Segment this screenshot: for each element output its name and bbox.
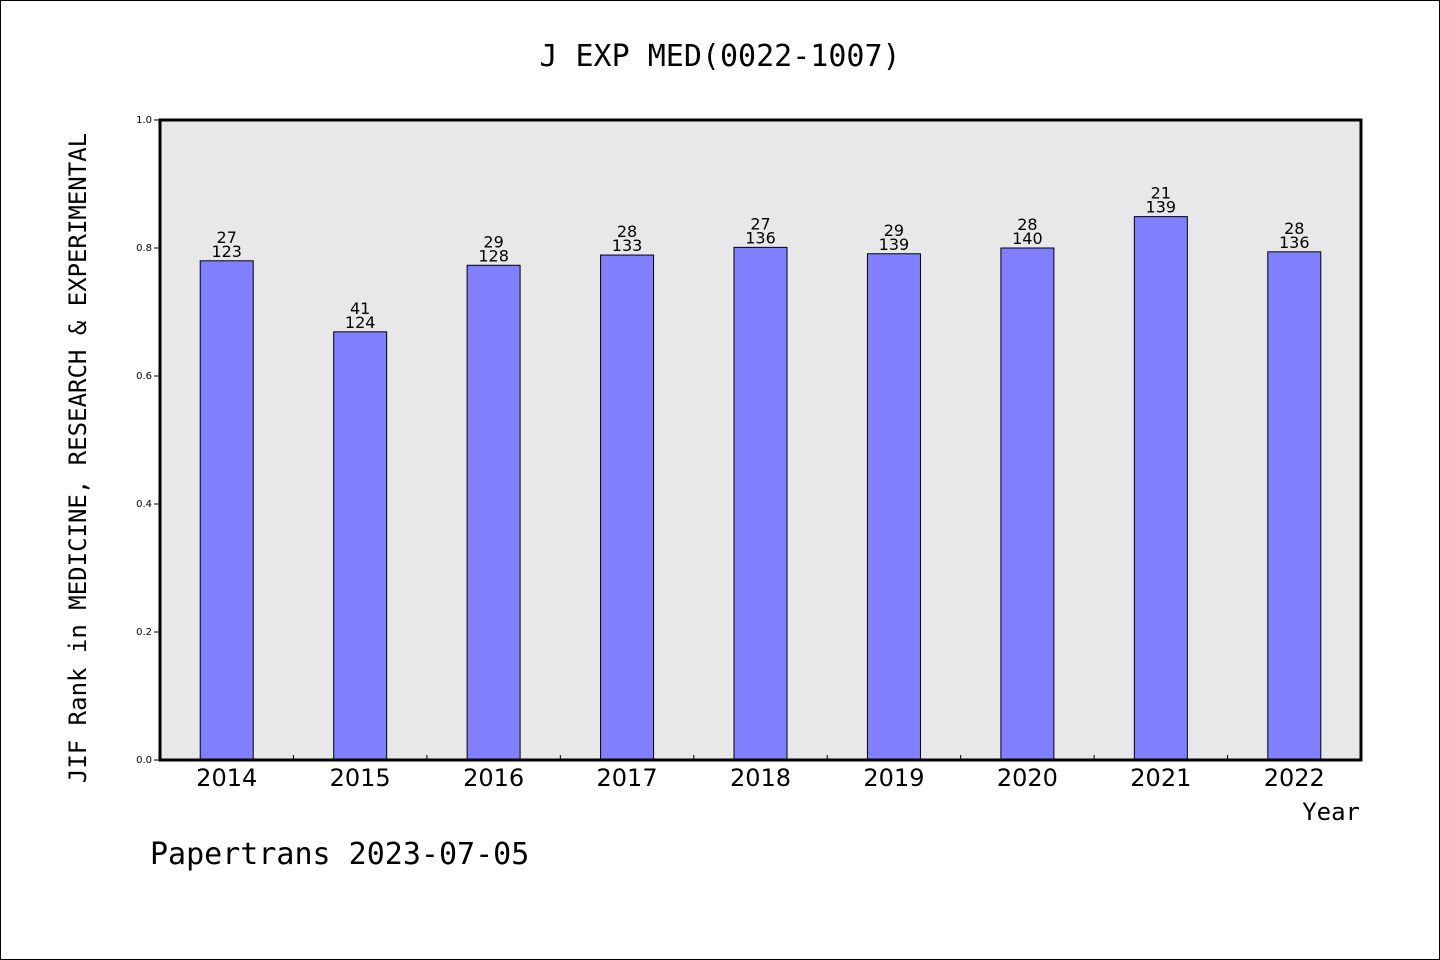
y-tick-label: 0.6: [136, 371, 152, 382]
x-tick-label: 2020: [997, 764, 1058, 792]
chart-title: J EXP MED(0022-1007): [539, 39, 900, 74]
bar-total-label: 124: [345, 313, 376, 332]
bar-rank-label: 28: [1017, 215, 1037, 234]
x-tick-label: 2016: [463, 764, 524, 792]
bar-rank-label: 27: [750, 214, 770, 233]
bar-rank-label: 29: [884, 221, 904, 240]
bar: [199, 260, 254, 761]
bar: [1267, 251, 1322, 761]
bar: [1000, 247, 1055, 761]
y-axis: 0.0 0.2 0.4 0.6 0.8 1.0: [136, 115, 160, 766]
bar-total-label: 128: [478, 246, 509, 265]
bar-total-label: 136: [745, 228, 776, 247]
bar-total-label: 139: [1146, 198, 1177, 217]
bar-total-label: 139: [879, 235, 910, 254]
y-tick-label: 1.0: [136, 115, 152, 126]
bar: [333, 331, 388, 761]
watermark: Papertrans 2023-07-05: [150, 837, 529, 872]
bar-total-label: 133: [612, 236, 643, 255]
x-tick-label: 2022: [1264, 764, 1325, 792]
x-axis: 2014 2015 2016 2017 2018 2019 2020 2021 2022: [196, 755, 1325, 792]
y-axis-label: JIF Rank in MEDICINE, RESEARCH & EXPERIM…: [64, 133, 92, 783]
bar-total-label: 140: [1012, 229, 1043, 248]
x-tick-label: 2017: [597, 764, 658, 792]
x-tick-label: 2018: [730, 764, 791, 792]
bar-total-label: 136: [1279, 233, 1310, 252]
bar: [466, 264, 521, 761]
plot-border: [158, 118, 1363, 762]
y-tick-label: 0.2: [136, 627, 152, 638]
bar-rank-label: 21: [1151, 184, 1171, 203]
bar-rank-label: 28: [617, 222, 637, 241]
y-tick-label: 0.8: [136, 243, 152, 254]
x-tick-label: 2014: [196, 764, 257, 792]
bar-rank-label: 41: [350, 299, 370, 318]
bar-rank-label: 27: [217, 228, 237, 247]
x-tick-label: 2021: [1130, 764, 1191, 792]
y-tick-label: 0.0: [136, 755, 152, 766]
bar: [1133, 216, 1188, 761]
x-tick-label: 2019: [863, 764, 924, 792]
bar: [733, 246, 788, 761]
bar: [600, 254, 655, 761]
bar: [866, 253, 921, 761]
x-tick-label: 2015: [330, 764, 391, 792]
x-axis-label: Year: [1302, 798, 1360, 826]
bar-rank-label: 28: [1284, 219, 1304, 238]
y-tick-label: 0.4: [136, 499, 152, 510]
bar-total-label: 123: [211, 242, 242, 261]
bar-rank-label: 29: [483, 232, 503, 251]
